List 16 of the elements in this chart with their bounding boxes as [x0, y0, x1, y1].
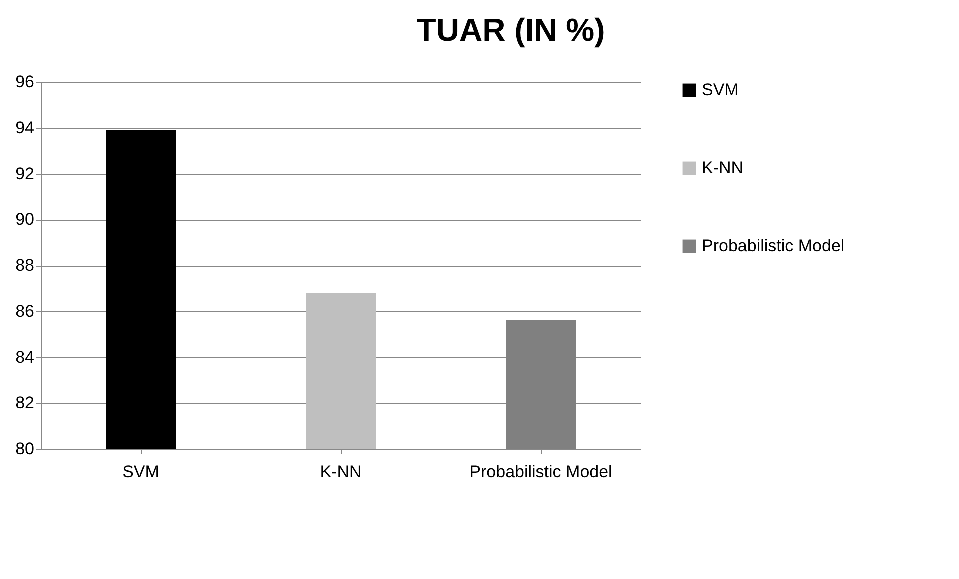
y-tick-label: 80 — [16, 440, 34, 458]
x-tick-label: Probabilistic Model — [470, 462, 612, 482]
legend-label: SVM — [702, 80, 739, 100]
x-tick-label: K-NN — [320, 462, 362, 482]
y-tick-label: 90 — [16, 210, 34, 230]
legend-label: K-NN — [702, 158, 744, 178]
y-tick-label: 88 — [16, 256, 34, 275]
y-tick-label: 92 — [16, 164, 34, 184]
y-tick-label: 84 — [16, 348, 34, 367]
y-tick-label: 94 — [16, 118, 34, 138]
x-tick-label: SVM — [122, 462, 160, 482]
y-tick-label: 86 — [16, 302, 34, 321]
y-tick-label: 96 — [16, 72, 34, 92]
y-tick-label: 82 — [16, 394, 34, 413]
chart-title: TUAR (IN %) — [416, 12, 606, 48]
legend-label: Probabilistic Model — [702, 236, 845, 256]
